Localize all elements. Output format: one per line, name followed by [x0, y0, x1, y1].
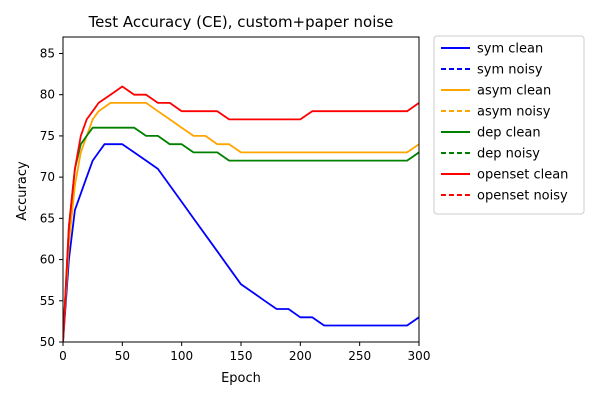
series-line-sym-clean — [63, 143, 419, 342]
x-axis-label: Epoch — [221, 371, 261, 386]
y-tick-label: 85 — [40, 46, 55, 60]
y-tick-label: 60 — [40, 253, 55, 267]
series-line-dep-clean — [63, 126, 419, 342]
legend-label: asym clean — [477, 84, 551, 99]
x-tick-label: 300 — [408, 349, 431, 363]
legend-label: openset noisy — [477, 189, 568, 204]
y-tick-label: 65 — [40, 211, 55, 225]
x-tick-label: 0 — [59, 349, 67, 363]
legend-label: asym noisy — [477, 105, 551, 120]
series-line-asym-clean — [63, 102, 419, 342]
legend-label: dep clean — [477, 126, 541, 141]
y-axis: 50 55 60 65 70 75 80 85 — [40, 46, 63, 349]
x-axis: 0 50 100 150 200 250 300 — [59, 342, 430, 363]
plot-frame — [62, 36, 420, 343]
series-line-openset-clean — [63, 85, 419, 342]
chart-title: Test Accuracy (CE), custom+paper noise — [88, 13, 394, 31]
legend-label: sym noisy — [477, 63, 543, 78]
legend-label: sym clean — [477, 42, 543, 57]
x-tick-label: 150 — [230, 349, 253, 363]
x-tick-label: 50 — [115, 349, 130, 363]
x-tick-label: 200 — [289, 349, 312, 363]
y-tick-label: 70 — [40, 170, 55, 184]
x-tick-label: 250 — [348, 349, 371, 363]
y-tick-label: 80 — [40, 88, 55, 102]
legend-label: dep noisy — [477, 147, 540, 162]
legend: sym clean sym noisy asym clean asym noisy de… — [433, 35, 585, 215]
y-tick-label: 50 — [40, 335, 55, 349]
plot-area — [62, 36, 420, 343]
y-tick-label: 75 — [40, 129, 55, 143]
legend-label: openset clean — [477, 168, 568, 183]
x-tick-label: 100 — [170, 349, 193, 363]
legend-box — [433, 35, 585, 215]
y-tick-label: 55 — [40, 294, 55, 308]
y-axis-label: Accuracy — [15, 161, 30, 221]
